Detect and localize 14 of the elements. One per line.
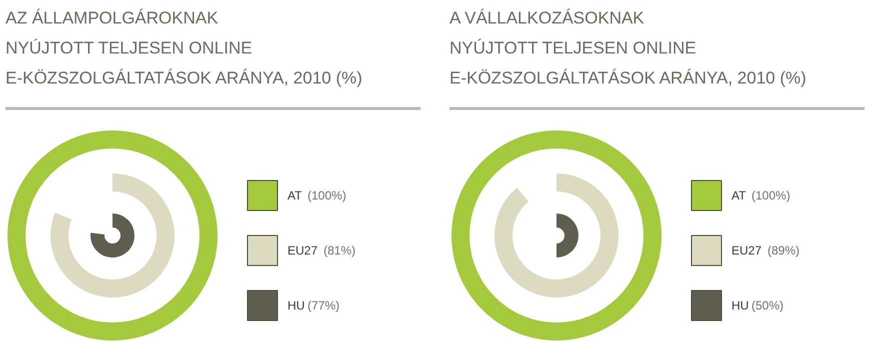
text: AZ ÁLLAMPOLGÁROKNAK NYÚJTOTT TELJESEN ONLINE E-KÖZSZOLGÁLTATÁSOK ARÁNYA, 2010 (%)	[6, 8, 362, 88]
data-label: (100%)	[752, 188, 790, 202]
category-label: HU	[732, 298, 749, 312]
category-label: AT	[732, 188, 747, 202]
data-label: (77%)	[308, 298, 340, 312]
category-label: EU27	[288, 244, 318, 258]
data-label: (89%)	[768, 244, 800, 258]
text: A VÁLLALKOZÁSOKNAK NYÚJTOTT TELJESEN ONLINE E-KÖZSZOLGÁLTATÁSOK ARÁNYA, 2010 (%)	[450, 8, 806, 88]
category-label: HU	[288, 298, 305, 312]
data-label: (81%)	[324, 244, 356, 258]
data-label: (50%)	[752, 298, 784, 312]
category-label: EU27	[732, 244, 762, 258]
category-label: AT	[288, 188, 303, 202]
data-label: (100%)	[308, 188, 346, 202]
